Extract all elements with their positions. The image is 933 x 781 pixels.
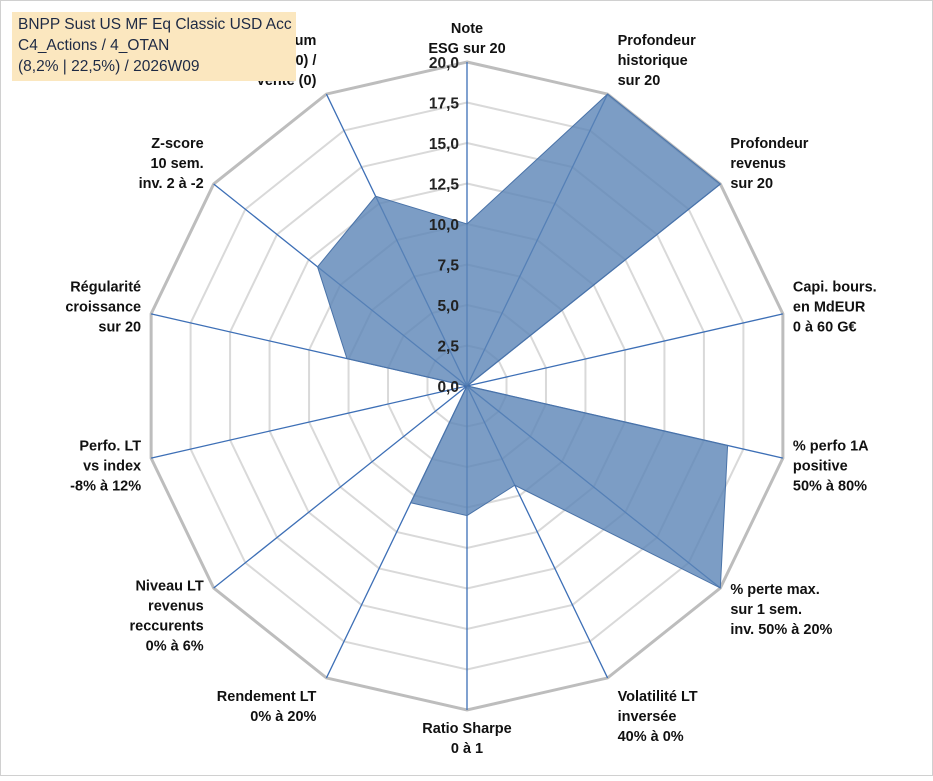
title-line: BNPP Sust US MF Eq Classic USD Acc (18, 16, 292, 33)
category-label: % perte max. sur 1 sem. inv. 50% à 20% (730, 582, 832, 638)
category-label-line: vs index (83, 459, 141, 475)
category-label-line: Note (451, 21, 483, 37)
category-label-line: Z-score (151, 136, 203, 152)
title-line: C4_Actions / 4_OTAN (18, 37, 170, 54)
category-label-line: croissance (65, 299, 141, 315)
r-tick-label: 15,0 (429, 136, 459, 153)
r-tick-label: 7,5 (437, 258, 459, 275)
category-label-line: historique (618, 53, 688, 69)
category-label: Volatilité LT inversée 40% à 0% (618, 689, 698, 745)
category-label-line: 10 sem. (150, 156, 203, 172)
category-label-line: sur 20 (730, 176, 773, 192)
category-label-line: inversée (618, 709, 677, 725)
series-area (316, 93, 729, 589)
category-label-line: -8% à 12% (70, 479, 141, 495)
category-label: Régularité croissance sur 20 (65, 279, 141, 335)
category-label: Z-score 10 sem. inv. 2 à -2 (139, 136, 204, 192)
category-label-line: 0% à 20% (250, 709, 316, 725)
category-label-line: Profondeur (730, 136, 808, 152)
category-label-line: sur 20 (98, 319, 141, 335)
category-label-line: 50% à 80% (793, 479, 867, 495)
r-tick-label: 5,0 (437, 298, 459, 315)
r-tick-label: 20,0 (429, 55, 459, 72)
category-label-line: 40% à 0% (618, 729, 684, 745)
label-layer: Note ESG sur 20 Profondeur historique sur 20… (65, 21, 876, 757)
r-tick-label: 2,5 (437, 339, 459, 356)
category-label-line: revenus (148, 598, 204, 614)
spoke-line (466, 313, 784, 387)
spoke-line (213, 385, 468, 589)
category-label: Note ESG sur 20 (428, 21, 505, 57)
category-label: Profondeur historique sur 20 (618, 33, 696, 89)
category-label-line: en MdEUR (793, 299, 866, 315)
category-label-line: Ratio Sharpe (422, 721, 511, 737)
category-label-line: revenus (730, 156, 786, 172)
category-label-line: Volatilité LT (618, 689, 698, 705)
category-label: Profondeur revenus sur 20 (730, 136, 808, 192)
category-label-line: Perfo. LT (79, 439, 141, 455)
category-label: % perfo 1A positive 50% à 80% (793, 439, 869, 495)
category-label-line: Capi. bours. (793, 279, 877, 295)
spoke-line (150, 385, 468, 459)
category-label-line: ESG sur 20 (428, 41, 505, 57)
category-label-line: Niveau LT (135, 578, 203, 594)
tick-layer: 0,0 2,5 5,0 7,5 10,0 12,5 15,0 17,5 20,0 (429, 55, 460, 396)
category-label-line: positive (793, 459, 848, 475)
r-tick-label: 17,5 (429, 96, 460, 113)
r-tick-label: 10,0 (429, 217, 459, 234)
series-layer (316, 93, 729, 589)
category-label-line: % perte max. (730, 582, 819, 598)
category-label-line: Profondeur (618, 33, 696, 49)
category-label-line: reccurents (130, 618, 204, 634)
r-tick-label: 12,5 (429, 177, 460, 194)
category-label: Rendement LT 0% à 20% (217, 689, 317, 725)
title-line: (8,2% | 22,5%) / 2026W09 (18, 58, 200, 75)
category-label: Ratio Sharpe 0 à 1 (422, 721, 511, 757)
category-label-line: inv. 2 à -2 (139, 176, 204, 192)
category-label-line: sur 1 sem. (730, 602, 802, 618)
r-tick-label: 0,0 (437, 379, 459, 396)
category-label: Capi. bours. en MdEUR 0 à 60 G€ (793, 279, 877, 335)
category-label-line: inv. 50% à 20% (730, 622, 832, 638)
category-label-line: 0 à 60 G€ (793, 319, 857, 335)
category-label-line: Rendement LT (217, 689, 317, 705)
category-label-line: % perfo 1A (793, 439, 869, 455)
category-label: Niveau LT revenus reccurents 0% à 6% (130, 578, 204, 654)
category-label: Perfo. LT vs index -8% à 12% (70, 439, 141, 495)
category-label-line: sur 20 (618, 73, 661, 89)
category-label-line: 0 à 1 (451, 741, 483, 757)
chart-title: BNPP Sust US MF Eq Classic USD Acc C4_Ac… (12, 12, 296, 81)
category-label-line: 0% à 6% (146, 638, 204, 654)
category-label-line: Régularité (70, 279, 141, 295)
